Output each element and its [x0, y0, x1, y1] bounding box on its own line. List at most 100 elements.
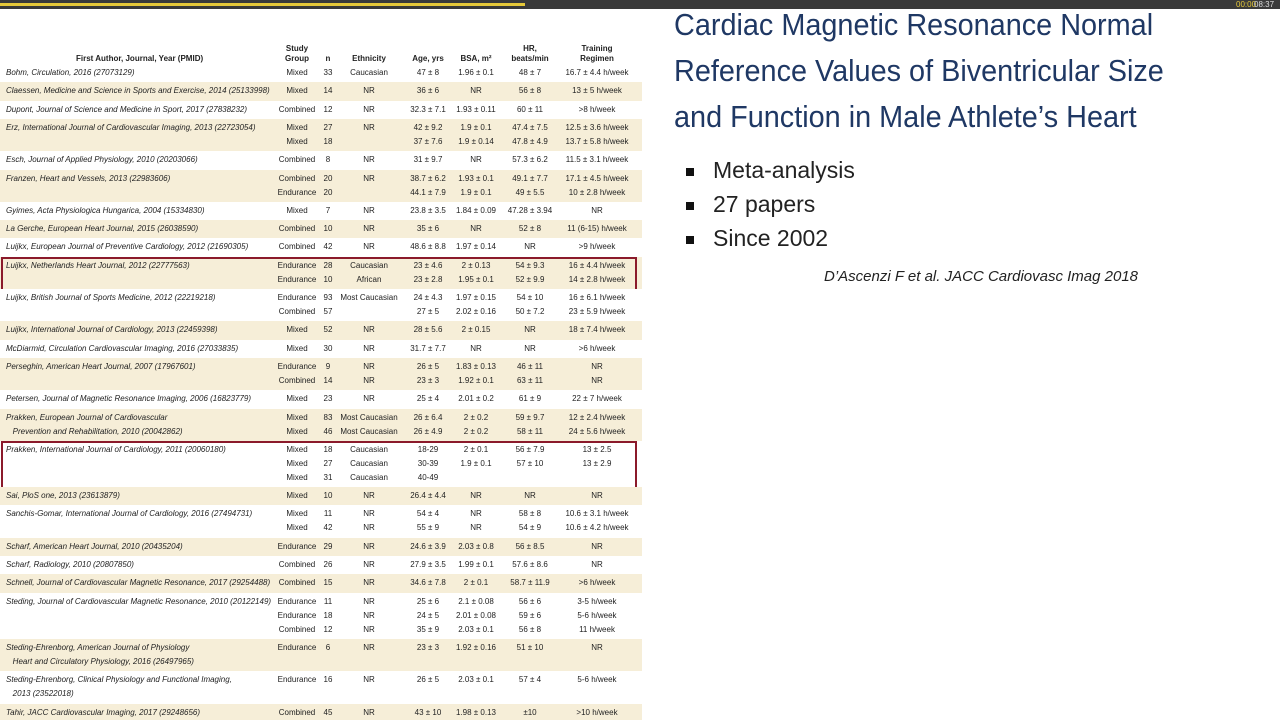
author: Luijkx, Netherlands Heart Journal, 2012 …	[6, 260, 190, 270]
row-background	[0, 151, 642, 170]
cell: 18-29	[417, 444, 439, 454]
cell: 14	[323, 375, 333, 385]
slide-title: Cardiac Magnetic Resonance Normal	[674, 7, 1154, 42]
cell: NR	[591, 491, 603, 501]
cell: NR	[363, 325, 375, 335]
cell: 54 ± 9	[518, 523, 542, 533]
cell: Mixed	[286, 122, 308, 132]
cell: Caucasian	[350, 260, 388, 270]
cell: 10 ± 2.8 h/week	[568, 187, 626, 197]
cell: 57 ± 10	[516, 458, 544, 468]
duration: 08:37	[1254, 0, 1275, 9]
cell: 13 ± 2.5	[582, 444, 612, 454]
cell: Mixed	[286, 523, 308, 533]
bullet-marker	[686, 168, 694, 176]
cell: 47 ± 8	[416, 68, 440, 77]
cell: 23 ± 3	[416, 642, 440, 652]
cell: 5-6 h/week	[577, 610, 617, 620]
cell: 11.5 ± 3.1 h/week	[565, 155, 629, 165]
cell: 3-5 h/week	[577, 596, 617, 606]
cell: Endurance	[277, 260, 317, 270]
cell: 54 ± 4	[416, 509, 440, 519]
cell: 13 ± 2.9	[582, 458, 612, 468]
cell: 16	[323, 675, 333, 685]
slide-title: Reference Values of Biventricular Size	[674, 53, 1164, 88]
cell: 23.8 ± 3.5	[410, 205, 446, 215]
cell: 16 ± 4.4 h/week	[568, 260, 626, 270]
cell: NR	[591, 560, 603, 569]
cell: Mixed	[286, 426, 308, 436]
row-background	[0, 537, 642, 556]
cell: 6	[325, 642, 331, 652]
cell: NR	[470, 523, 482, 533]
cell: >9 h/week	[578, 242, 616, 252]
cell: 38.7 ± 6.2	[410, 173, 446, 183]
cell: 30	[323, 343, 333, 353]
cell: 11 (6-15) h/week	[567, 224, 627, 234]
cell: 47.28 ± 3.94	[507, 205, 553, 215]
cell: 57.6 ± 8.6	[512, 560, 548, 569]
author: Gyimes, Acta Physiologica Hungarica, 200…	[6, 205, 205, 215]
slide-title: and Function in Male Athlete’s Heart	[674, 99, 1137, 134]
cell: 2 ± 0.2	[463, 426, 489, 436]
cell: 1.9 ± 0.14	[458, 136, 494, 146]
column-header: HR,	[523, 44, 537, 53]
row-background	[0, 408, 642, 441]
row-background	[0, 100, 642, 119]
cell: 31 ± 9.7	[413, 155, 443, 165]
author: La Gerche, European Heart Journal, 2015 …	[6, 224, 199, 234]
cell: 26	[323, 560, 333, 569]
cell: 20	[323, 173, 333, 183]
cell: 49.1 ± 7.7	[512, 173, 548, 183]
cell: 18	[323, 610, 333, 620]
row-background	[0, 592, 642, 639]
row-background	[0, 638, 642, 672]
cell: NR	[591, 375, 603, 385]
cell: NR	[363, 610, 375, 620]
cell: Mixed	[286, 136, 308, 146]
bullet: 27 papers	[713, 191, 816, 217]
cell: Combined	[278, 104, 316, 114]
cell: 1.84 ± 0.09	[456, 205, 496, 215]
author: Prakken, International Journal of Cardio…	[6, 444, 226, 454]
cell: NR	[363, 578, 375, 588]
cell: ±10	[523, 707, 537, 717]
cell: 56 ± 8.5	[515, 541, 545, 551]
cell: 20	[323, 187, 333, 197]
cell: 23 ± 2.8	[413, 274, 443, 284]
row-background	[0, 289, 642, 322]
cell: NR	[363, 642, 375, 652]
cell: 13 ± 5 h/week	[572, 86, 622, 96]
row-background	[0, 357, 642, 391]
row-background	[0, 339, 642, 358]
cell: Mixed	[286, 325, 308, 335]
cell: 57 ± 4	[518, 675, 542, 685]
cell: 2 ± 0.15	[461, 325, 491, 335]
cell: 35 ± 9	[416, 624, 440, 634]
row-background	[0, 64, 642, 83]
cell: 1.92 ± 0.1	[458, 375, 494, 385]
cell: NR	[591, 541, 603, 551]
cell: 52 ± 8	[518, 224, 542, 234]
cell: 11	[323, 509, 333, 519]
cell: Mixed	[286, 491, 308, 501]
cell: NR	[363, 86, 375, 96]
cell: 61 ± 9	[518, 394, 542, 404]
cell: 40-49	[417, 472, 439, 482]
cell: 32.3 ± 7.1	[410, 104, 446, 114]
cell: Endurance	[277, 596, 317, 606]
author: Steding-Ehrenborg, American Journal of P…	[6, 642, 190, 652]
cell: Mixed	[286, 444, 308, 454]
cell: Endurance	[277, 187, 317, 197]
row-background	[0, 390, 642, 409]
cell: 56 ± 8	[518, 624, 542, 634]
cell: Combined	[278, 155, 316, 165]
cell: 34.6 ± 7.8	[410, 578, 446, 588]
cell: NR	[363, 707, 375, 717]
cell: NR	[363, 361, 375, 371]
author: Prakken, European Journal of Cardiovascu…	[6, 412, 168, 422]
cell: 2 ± 0.13	[461, 260, 491, 270]
cell: 28 ± 5.6	[413, 325, 443, 335]
cell: Mixed	[286, 412, 308, 422]
